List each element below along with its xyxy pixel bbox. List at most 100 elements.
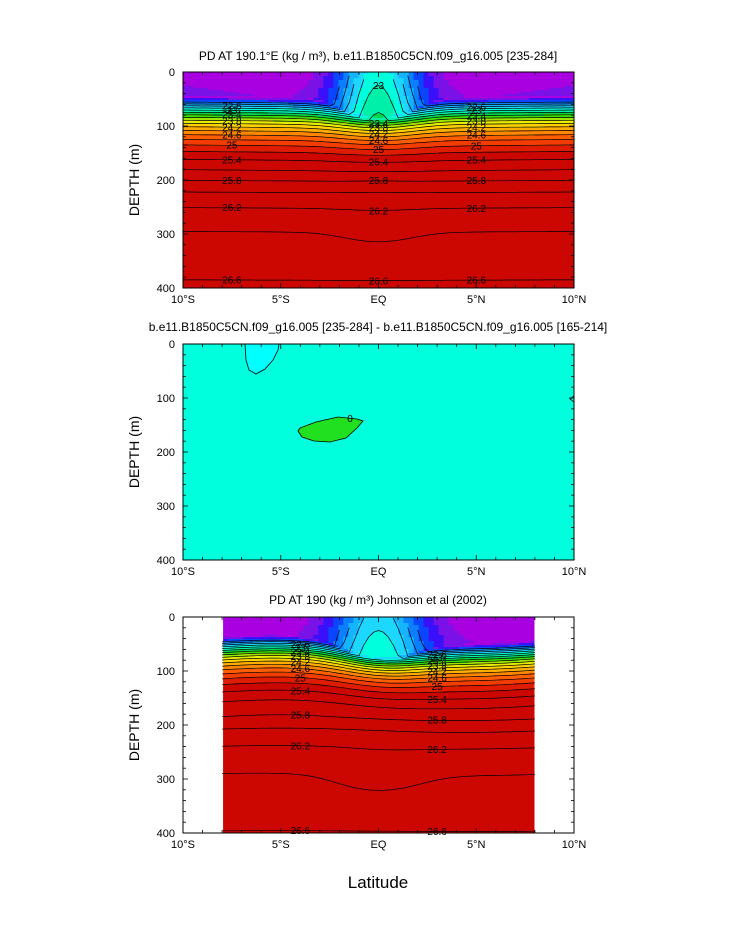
field-cell	[238, 138, 244, 141]
field-cell	[318, 198, 324, 201]
field-cell	[323, 182, 329, 185]
field-cell	[188, 212, 194, 215]
field-cell	[278, 180, 284, 183]
field-cell	[308, 276, 314, 279]
field-cell	[323, 282, 329, 285]
field-cell	[208, 256, 214, 259]
field-cell	[353, 140, 360, 143]
field-cell	[198, 248, 204, 251]
field-cell	[238, 106, 244, 109]
field-cell	[243, 110, 249, 113]
field-cell	[268, 256, 274, 259]
field-cell	[328, 256, 334, 259]
field-cell	[293, 148, 299, 151]
field-cell	[328, 86, 334, 89]
field-cell	[328, 210, 334, 213]
field-cell	[313, 284, 319, 287]
field-cell	[193, 228, 199, 231]
field-cell	[213, 146, 219, 149]
field-cell	[308, 188, 314, 191]
field-cell	[243, 160, 249, 163]
field-cell	[258, 186, 264, 189]
field-cell	[223, 150, 229, 153]
field-cell	[318, 72, 324, 75]
field-cell	[208, 138, 214, 141]
field-cell	[288, 244, 294, 247]
field-cell	[303, 264, 309, 267]
field-cell	[323, 72, 329, 75]
field-cell	[368, 130, 375, 133]
field-cell	[243, 180, 249, 183]
field-cell	[338, 284, 345, 287]
field-cell	[268, 236, 274, 239]
field-cell	[258, 200, 264, 203]
field-cell	[293, 166, 299, 169]
field-cell	[253, 78, 259, 81]
field-cell	[338, 168, 345, 171]
field-cell	[243, 82, 249, 85]
field-cell	[328, 182, 334, 185]
field-cell	[273, 146, 279, 149]
field-cell	[293, 218, 299, 221]
field-cell	[223, 214, 229, 217]
field-cell	[183, 238, 189, 241]
field-cell	[303, 226, 309, 229]
field-cell	[268, 240, 274, 243]
field-cell	[303, 148, 309, 151]
field-cell	[323, 244, 329, 247]
field-cell	[233, 196, 239, 199]
field-cell	[203, 256, 209, 259]
field-cell	[258, 266, 264, 269]
field-cell	[248, 160, 254, 163]
field-cell	[298, 220, 304, 223]
field-cell	[328, 174, 334, 177]
field-cell	[323, 264, 329, 267]
field-cell	[248, 190, 254, 193]
field-cell	[238, 166, 244, 169]
field-cell	[208, 192, 214, 195]
field-cell	[298, 124, 304, 127]
field-cell	[288, 148, 294, 151]
field-cell	[208, 286, 214, 288]
field-cell	[208, 128, 214, 131]
field-cell	[283, 210, 289, 213]
field-cell	[253, 108, 259, 111]
field-cell	[183, 100, 189, 103]
field-cell	[278, 178, 284, 181]
field-cell	[338, 126, 345, 129]
field-cell	[308, 128, 314, 131]
field-cell	[233, 234, 239, 237]
field-cell	[363, 144, 370, 147]
field-cell	[278, 160, 284, 163]
field-cell	[243, 96, 249, 99]
field-cell	[228, 162, 234, 165]
field-cell	[253, 106, 259, 109]
field-cell	[258, 222, 264, 225]
field-cell	[343, 204, 350, 207]
field-cell	[363, 118, 370, 121]
field-cell	[358, 100, 365, 103]
field-cell	[303, 228, 309, 231]
field-cell	[338, 172, 345, 175]
field-cell	[323, 204, 329, 207]
field-cell	[333, 158, 339, 161]
field-cell	[248, 108, 254, 111]
field-cell	[263, 102, 269, 105]
field-cell	[268, 192, 274, 195]
field-cell	[268, 158, 274, 161]
field-cell	[353, 272, 360, 275]
field-cell	[243, 90, 249, 93]
field-cell	[278, 174, 284, 177]
field-cell	[293, 284, 299, 287]
field-cell	[333, 150, 339, 153]
field-cell	[183, 130, 189, 133]
field-cell	[243, 284, 249, 287]
field-cell	[303, 190, 309, 193]
field-cell	[353, 126, 360, 129]
field-cell	[208, 98, 214, 101]
field-cell	[243, 122, 249, 125]
field-cell	[278, 186, 284, 189]
field-cell	[213, 160, 219, 163]
field-cell	[223, 90, 229, 93]
field-cell	[258, 150, 264, 153]
